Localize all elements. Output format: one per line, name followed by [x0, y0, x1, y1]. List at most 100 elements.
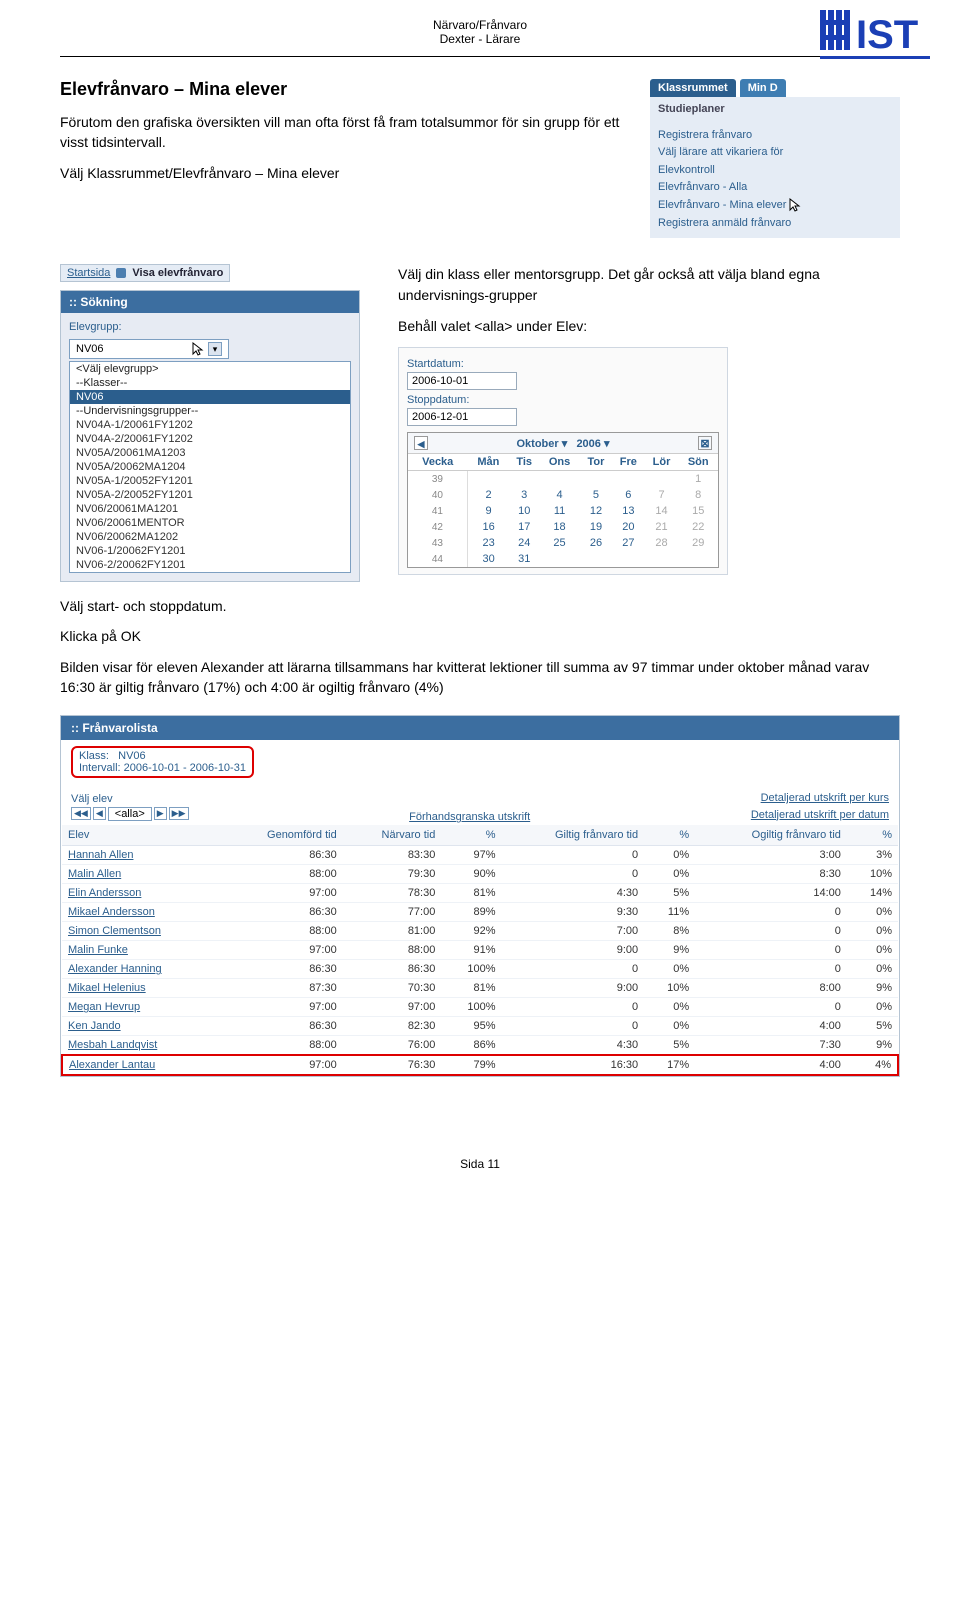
- cell: 11%: [644, 903, 695, 922]
- first-icon[interactable]: ◀◀: [71, 807, 91, 820]
- elevgrupp-dropdown-list[interactable]: <Välj elevgrupp>--Klasser--NV06--Undervi…: [69, 361, 351, 573]
- student-link[interactable]: Alexander Lantau: [62, 1055, 220, 1075]
- student-link[interactable]: Mikael Andersson: [62, 903, 220, 922]
- cal-day[interactable]: 26: [580, 535, 612, 551]
- cal-day[interactable]: 12: [580, 503, 612, 519]
- cal-day[interactable]: 16: [467, 519, 509, 535]
- cal-day[interactable]: 13: [612, 503, 645, 519]
- cell: 90%: [441, 865, 501, 884]
- cal-day[interactable]: 19: [580, 519, 612, 535]
- student-link[interactable]: Malin Allen: [62, 865, 220, 884]
- nav-tab-klassrummet[interactable]: Klassrummet: [650, 79, 736, 97]
- dropdown-option[interactable]: NV06/20061MA1201: [70, 502, 350, 516]
- cal-day[interactable]: 29: [678, 535, 718, 551]
- cal-day[interactable]: 28: [645, 535, 679, 551]
- cal-prev-icon[interactable]: ◀: [414, 436, 428, 450]
- cell: 97:00: [220, 884, 342, 903]
- nav-item[interactable]: Elevkontroll: [658, 162, 892, 180]
- dropdown-option[interactable]: NV05A/20061MA1203: [70, 446, 350, 460]
- cell: 0%: [847, 960, 898, 979]
- student-link[interactable]: Malin Funke: [62, 941, 220, 960]
- dropdown-option[interactable]: --Klasser--: [70, 376, 350, 390]
- dropdown-option[interactable]: --Undervisningsgrupper--: [70, 404, 350, 418]
- cell: 5%: [644, 1036, 695, 1056]
- student-link[interactable]: Ken Jando: [62, 1017, 220, 1036]
- cal-day[interactable]: 20: [612, 519, 645, 535]
- nav-item[interactable]: Elevfrånvaro - Alla: [658, 179, 892, 197]
- nav-tab-mind[interactable]: Min D: [740, 79, 786, 97]
- dropdown-option[interactable]: NV06-2/20062FY1201: [70, 558, 350, 572]
- cal-day[interactable]: 17: [509, 519, 539, 535]
- dropdown-option[interactable]: NV06: [70, 390, 350, 404]
- cal-day[interactable]: 3: [509, 487, 539, 503]
- detail-print-date-link[interactable]: Detaljerad utskrift per datum: [751, 807, 889, 824]
- dropdown-option[interactable]: NV06/20062MA1202: [70, 530, 350, 544]
- cal-day[interactable]: 15: [678, 503, 718, 519]
- cal-day[interactable]: 18: [539, 519, 580, 535]
- cal-day: 39: [408, 471, 467, 488]
- student-link[interactable]: Mikael Helenius: [62, 979, 220, 998]
- stoppdatum-input[interactable]: 2006-12-01: [407, 408, 517, 426]
- table-row: Malin Allen88:0079:3090%00%8:3010%: [62, 865, 898, 884]
- table-row: Malin Funke97:0088:0091%9:009%00%: [62, 941, 898, 960]
- print-preview-link[interactable]: Förhandsgranska utskrift: [409, 811, 530, 823]
- next-icon[interactable]: ▶: [154, 807, 167, 820]
- chevron-down-icon[interactable]: ▾: [208, 342, 222, 356]
- cal-month-year[interactable]: Oktober ▾ 2006 ▾: [517, 437, 610, 450]
- dropdown-option[interactable]: NV05A-1/20052FY1201: [70, 474, 350, 488]
- last-icon[interactable]: ▶▶: [169, 807, 189, 820]
- cal-day[interactable]: 6: [612, 487, 645, 503]
- dropdown-option[interactable]: NV05A/20062MA1204: [70, 460, 350, 474]
- student-link[interactable]: Simon Clementson: [62, 922, 220, 941]
- elev-select[interactable]: <alla>: [108, 807, 152, 821]
- nav-item[interactable]: Registrera frånvaro: [658, 127, 892, 145]
- cal-day[interactable]: 25: [539, 535, 580, 551]
- cal-day[interactable]: 1: [678, 471, 718, 488]
- cal-day[interactable]: 10: [509, 503, 539, 519]
- nav-item[interactable]: Välj lärare att vikariera för: [658, 144, 892, 162]
- dropdown-option[interactable]: NV06/20061MENTOR: [70, 516, 350, 530]
- cal-day[interactable]: 4: [539, 487, 580, 503]
- dropdown-option[interactable]: NV06-1/20062FY1201: [70, 544, 350, 558]
- cell: 0%: [644, 865, 695, 884]
- cal-day[interactable]: 8: [678, 487, 718, 503]
- student-link[interactable]: Hannah Allen: [62, 846, 220, 865]
- cal-day[interactable]: 30: [467, 551, 509, 567]
- nav-item[interactable]: Registrera anmäld frånvaro: [658, 215, 892, 233]
- cal-day[interactable]: 22: [678, 519, 718, 535]
- cal-day[interactable]: 27: [612, 535, 645, 551]
- prev-icon[interactable]: ◀: [93, 807, 106, 820]
- cal-day[interactable]: 31: [509, 551, 539, 567]
- student-link[interactable]: Alexander Hanning: [62, 960, 220, 979]
- dropdown-option[interactable]: NV04A-2/20061FY1202: [70, 432, 350, 446]
- cell: 91%: [441, 941, 501, 960]
- dropdown-option[interactable]: NV05A-2/20052FY1201: [70, 488, 350, 502]
- cell: 0: [695, 941, 847, 960]
- cal-day[interactable]: 23: [467, 535, 509, 551]
- student-link[interactable]: Mesbah Landqvist: [62, 1036, 220, 1056]
- cell: 8:30: [695, 865, 847, 884]
- startdatum-input[interactable]: 2006-10-01: [407, 372, 517, 390]
- student-link[interactable]: Megan Hevrup: [62, 998, 220, 1017]
- student-link[interactable]: Elin Andersson: [62, 884, 220, 903]
- elevgrupp-select[interactable]: NV06 ▾: [69, 339, 229, 359]
- fl-col-header: %: [644, 825, 695, 846]
- cal-day[interactable]: 5: [580, 487, 612, 503]
- detail-print-course-link[interactable]: Detaljerad utskrift per kurs: [751, 790, 889, 807]
- breadcrumb-sep-icon: [116, 268, 126, 278]
- calendar-popup: ◀ Oktober ▾ 2006 ▾ ⊠ VeckaMånTisOnsTorFr…: [407, 432, 719, 568]
- cal-day[interactable]: 11: [539, 503, 580, 519]
- nav-item-active[interactable]: Elevfrånvaro - Mina elever: [658, 197, 892, 215]
- cal-day[interactable]: 24: [509, 535, 539, 551]
- cal-day[interactable]: 2: [467, 487, 509, 503]
- cal-day[interactable]: 7: [645, 487, 679, 503]
- cal-day[interactable]: 9: [467, 503, 509, 519]
- dropdown-option[interactable]: <Välj elevgrupp>: [70, 362, 350, 376]
- breadcrumb-link[interactable]: Startsida: [67, 267, 110, 279]
- cal-day[interactable]: 21: [645, 519, 679, 535]
- dropdown-option[interactable]: NV04A-1/20061FY1202: [70, 418, 350, 432]
- close-icon[interactable]: ⊠: [698, 436, 712, 450]
- cal-day[interactable]: 14: [645, 503, 679, 519]
- cell: 0%: [644, 1017, 695, 1036]
- cell: 82:30: [343, 1017, 442, 1036]
